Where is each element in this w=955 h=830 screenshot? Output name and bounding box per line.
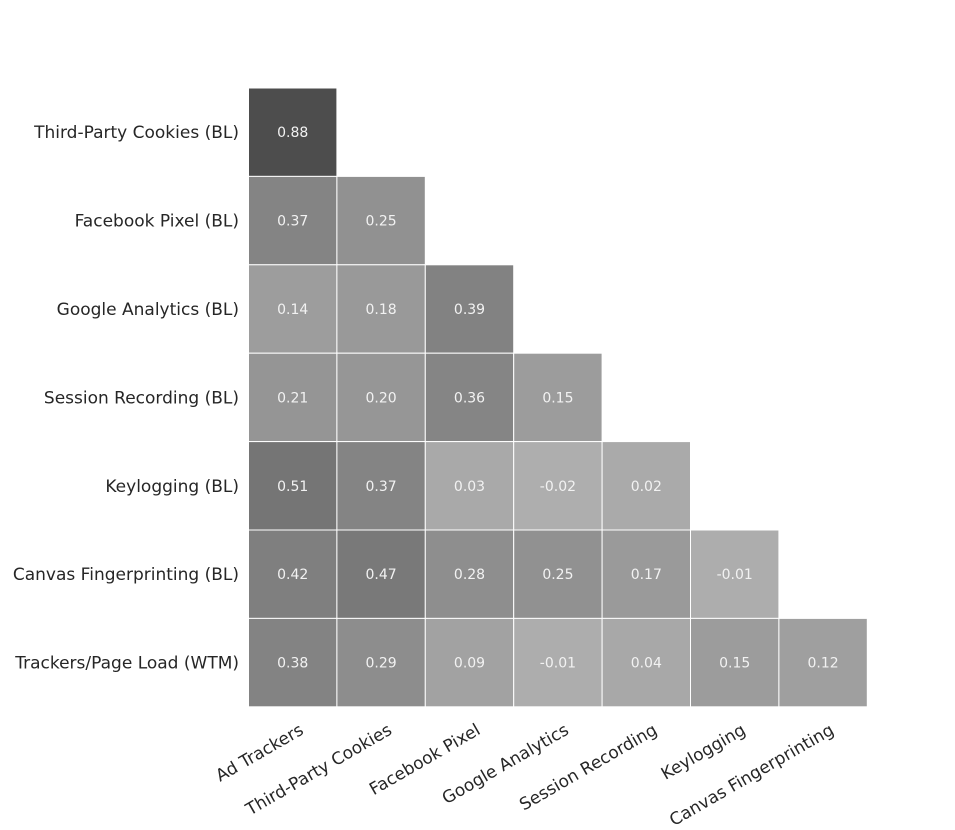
cell-value-label: 0.37 <box>366 479 397 495</box>
cell-value-label: 0.20 <box>366 390 397 406</box>
cell-value-label: 0.03 <box>454 479 485 495</box>
cell-value-label: 0.36 <box>454 390 485 406</box>
y-tick-label: Google Analytics (BL) <box>57 300 239 320</box>
heatmap-cell <box>690 617 780 708</box>
cell-value-label: 0.21 <box>277 390 308 406</box>
cell-value-label: 0.14 <box>277 302 308 318</box>
cell-value-label: -0.01 <box>717 567 753 583</box>
cell-value-label: -0.02 <box>540 479 576 495</box>
heatmap-cell <box>513 617 603 708</box>
cell-value-label: 0.29 <box>366 656 397 672</box>
cell-value-label: 0.18 <box>366 302 397 318</box>
x-tick-label: Third-Party Cookies <box>242 720 396 820</box>
cell-value-label: -0.01 <box>540 656 576 672</box>
cell-value-label: 0.39 <box>454 302 485 318</box>
cell-value-label: 0.09 <box>454 656 485 672</box>
y-tick-label: Facebook Pixel (BL) <box>75 212 239 232</box>
cell-value-label: 0.51 <box>277 479 308 495</box>
heatmap-cell <box>248 617 338 708</box>
x-tick-label: Canvas Fingerprinting <box>666 720 837 830</box>
heatmap-cell <box>248 529 338 619</box>
cell-value-label: 0.88 <box>277 125 308 141</box>
heatmap-cell <box>336 529 426 619</box>
cell-value-label: 0.15 <box>719 656 750 672</box>
heatmap-cell <box>336 352 426 443</box>
cell-value-label: 0.47 <box>366 567 397 583</box>
cell-value-label: 0.25 <box>542 567 573 583</box>
heatmap-cell <box>424 441 515 531</box>
cell-value-label: 0.17 <box>631 567 662 583</box>
heatmap-cell <box>336 264 426 354</box>
cell-value-label: 0.28 <box>454 567 485 583</box>
y-tick-label: Session Recording (BL) <box>44 388 239 408</box>
heatmap-cell <box>513 529 603 619</box>
heatmap-cell <box>513 441 603 531</box>
cell-value-label: 0.15 <box>542 390 573 406</box>
heatmap-cell <box>424 529 515 619</box>
cells-layer <box>248 87 868 708</box>
cell-value-label: 0.12 <box>808 656 839 672</box>
y-tick-label: Trackers/Page Load (WTM) <box>14 654 239 674</box>
heatmap-cell <box>336 617 426 708</box>
heatmap-cell <box>601 441 691 531</box>
heatmap-cell <box>248 87 338 177</box>
heatmap-cell <box>601 529 691 619</box>
cell-value-label: 0.42 <box>277 567 308 583</box>
heatmap-cell <box>248 264 338 354</box>
heatmap-cell <box>513 352 603 443</box>
heatmap-cell <box>336 441 426 531</box>
cell-value-label: 0.25 <box>366 214 397 230</box>
heatmap-cell <box>248 175 338 266</box>
cell-value-label: 0.04 <box>631 656 662 672</box>
heatmap-cell <box>336 175 426 266</box>
cell-value-label: 0.02 <box>631 479 662 495</box>
cell-value-label: 0.37 <box>277 214 308 230</box>
heatmap-cell <box>690 529 780 619</box>
y-tick-label: Third-Party Cookies (BL) <box>33 123 239 143</box>
cell-value-label: 0.38 <box>277 656 308 672</box>
y-tick-label: Canvas Fingerprinting (BL) <box>13 565 239 585</box>
y-tick-labels: Third-Party Cookies (BL) Facebook Pixel (… <box>13 123 239 673</box>
heatmap-cell <box>424 264 515 354</box>
heatmap-cell <box>778 617 868 708</box>
y-tick-label: Keylogging (BL) <box>105 477 239 497</box>
labels-layer: 0.88 0.37 0.25 0.14 0.18 0.39 0.21 0.20 0.36 0.15… <box>277 125 839 671</box>
